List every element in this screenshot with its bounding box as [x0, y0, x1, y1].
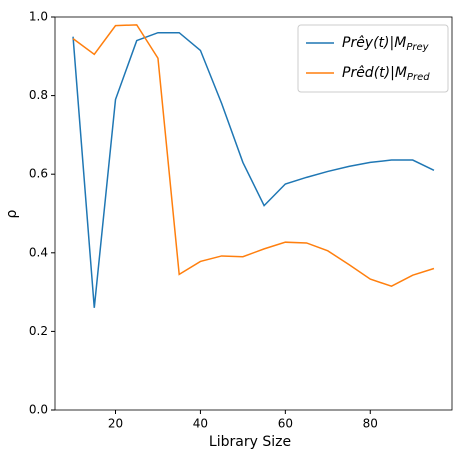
y-tick-label: 0.8 [29, 88, 48, 102]
x-tick-label: 60 [278, 417, 293, 431]
x-tick-label: 20 [108, 417, 123, 431]
legend-label: Prêy(t)|MPrey [342, 35, 430, 53]
y-tick-label: 0.6 [29, 167, 48, 181]
x-tick-label: 80 [363, 417, 378, 431]
x-axis-label: Library Size [209, 434, 291, 450]
y-tick-label: 0.4 [29, 245, 48, 259]
x-tick-label: 40 [193, 417, 208, 431]
plot-frame [54, 16, 453, 411]
y-tick-label: 1.0 [29, 10, 48, 24]
line-series [72, 31, 435, 308]
y-tick-label: 0.2 [29, 324, 48, 338]
y-axis-label: ρ [4, 209, 20, 218]
legend-box [297, 24, 449, 93]
legend-label: Prêd(t)|MPred [342, 65, 430, 83]
y-tick-label: 0.0 [29, 403, 48, 417]
line-series [72, 24, 435, 288]
